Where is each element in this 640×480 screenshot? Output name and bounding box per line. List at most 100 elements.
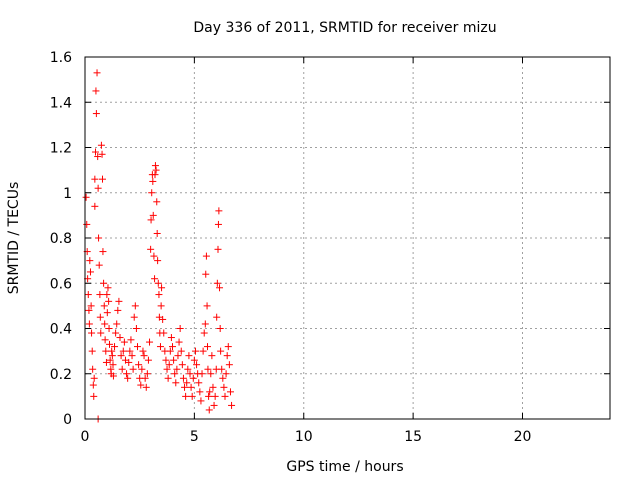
data-point [208, 352, 216, 360]
x-tick-label: 10 [295, 429, 313, 445]
data-point [130, 313, 138, 321]
data-point [92, 110, 100, 118]
data-point [141, 374, 149, 382]
data-point [202, 252, 210, 260]
data-point [176, 325, 184, 332]
data-point [88, 347, 96, 355]
data-point [179, 374, 187, 382]
chart-title: Day 336 of 2011, SRMTID for receiver miz… [193, 20, 496, 36]
data-point [92, 87, 100, 95]
data-point [182, 392, 190, 400]
data-point [125, 358, 133, 366]
data-point [171, 370, 179, 378]
data-point [108, 352, 116, 360]
y-tick-label: 1.2 [50, 141, 72, 157]
data-point [206, 388, 214, 396]
data-point [101, 336, 109, 344]
data-point [147, 245, 155, 253]
data-point [82, 193, 90, 201]
y-tick-label: 1.4 [50, 95, 72, 111]
data-point [131, 302, 139, 310]
data-point [93, 69, 101, 77]
data-point [178, 361, 186, 369]
data-point [175, 338, 183, 346]
data-point [160, 329, 168, 337]
data-point [203, 302, 211, 310]
data-point [195, 379, 203, 387]
data-point [138, 365, 146, 373]
data-point [149, 177, 157, 185]
data-point [152, 166, 160, 174]
data-point [112, 329, 120, 337]
data-point [142, 383, 150, 391]
data-point [94, 153, 102, 161]
data-point [204, 343, 211, 351]
data-point [164, 374, 172, 382]
data-point [159, 315, 167, 323]
data-point [174, 352, 182, 360]
data-point [216, 284, 224, 292]
y-tick-label: 0 [63, 412, 72, 428]
data-point [101, 320, 109, 328]
data-point [94, 184, 102, 192]
data-point [205, 392, 213, 400]
data-point [108, 347, 116, 355]
grid [85, 57, 610, 419]
data-point [106, 340, 113, 348]
data-point [211, 392, 219, 400]
data-point [177, 347, 185, 355]
data-point [224, 343, 232, 351]
data-point [143, 370, 151, 378]
y-axis-label: SRMTID / TECUs [6, 182, 22, 295]
x-tick-label: 0 [81, 429, 90, 445]
data-point [184, 365, 192, 373]
data-point [193, 361, 201, 369]
data-point [181, 383, 189, 391]
data-point [166, 347, 174, 355]
data-point [103, 309, 111, 317]
data-point [204, 365, 212, 373]
data-point [226, 388, 234, 396]
data-point [154, 257, 162, 265]
data-point [86, 268, 94, 276]
data-point [128, 352, 136, 360]
data-point [210, 401, 218, 409]
data-point [100, 302, 108, 310]
data-point [104, 284, 112, 292]
data-point [95, 234, 103, 242]
data-point [200, 329, 208, 337]
data-point [207, 370, 215, 378]
data-point [135, 361, 143, 369]
data-point [155, 291, 163, 299]
data-point [156, 343, 164, 351]
data-point [137, 381, 145, 389]
data-point [220, 383, 228, 391]
data-point [149, 211, 157, 219]
data-point [163, 365, 171, 373]
y-tick-label: 0.4 [50, 322, 72, 338]
y-tick-label: 0.2 [50, 367, 72, 383]
data-point [215, 207, 223, 215]
data-point [96, 313, 104, 321]
data-point [85, 320, 93, 328]
data-point [114, 306, 122, 314]
data-point [102, 358, 110, 366]
data-point [183, 379, 191, 387]
data-point [116, 334, 124, 342]
data-point [147, 216, 155, 224]
data-point [153, 229, 161, 237]
data-point [202, 270, 210, 278]
data-point [186, 370, 194, 378]
data-point [109, 372, 117, 380]
data-point [132, 325, 140, 332]
data-point [98, 150, 106, 158]
data-point [99, 175, 106, 183]
data-point [144, 356, 152, 364]
data-point [191, 347, 199, 355]
data-point [189, 374, 197, 382]
data-point [92, 148, 99, 156]
data-point [134, 343, 141, 351]
y-tick-label: 0.6 [50, 276, 72, 292]
data-point [120, 338, 128, 346]
